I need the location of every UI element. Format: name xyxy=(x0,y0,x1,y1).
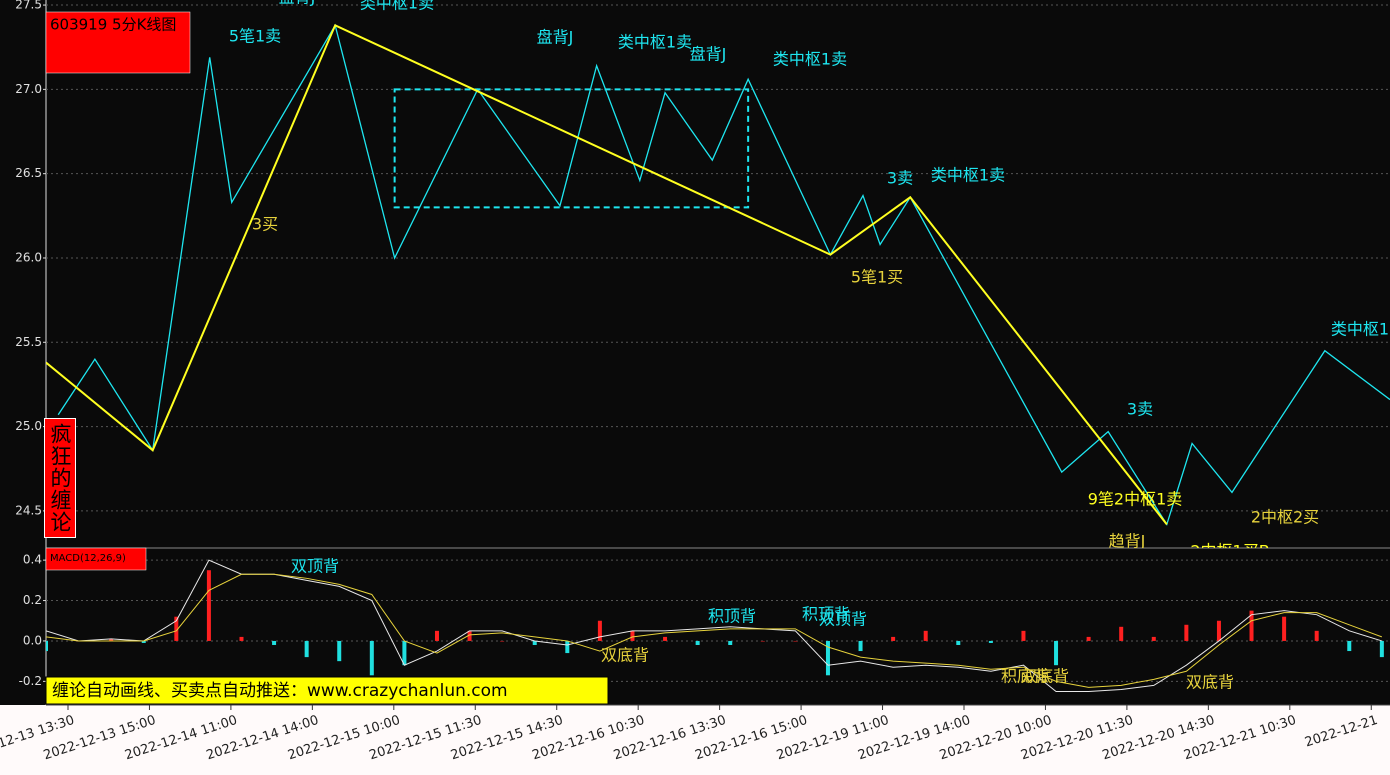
macd-bar xyxy=(1021,630,1026,641)
macd-bar xyxy=(1282,616,1287,641)
macd-bar xyxy=(858,640,863,652)
y-tick-label: 0.4 xyxy=(23,553,42,567)
annotation: 2中枢1买B xyxy=(1190,542,1269,561)
annotation: 类中枢1卖 xyxy=(360,0,434,13)
annotation: 3卖 xyxy=(887,169,913,188)
macd-bar xyxy=(760,640,765,642)
macd-bar xyxy=(304,640,309,658)
annotation: 积顶背 xyxy=(708,607,756,626)
macd-title: MACD(12,26,9) xyxy=(50,553,126,564)
x-tick-label: 2022-12-21 xyxy=(1303,713,1379,751)
annotation: 2中枢2买 xyxy=(1251,508,1319,527)
annotation: 盘背J xyxy=(279,0,316,7)
annotation: 9笔2中枢1卖 xyxy=(1088,490,1183,509)
annotation: 盘背J xyxy=(537,28,574,47)
macd-bar xyxy=(988,640,993,643)
macd-bar xyxy=(239,636,244,641)
macd-bar xyxy=(109,638,114,641)
macd-bar xyxy=(46,640,48,652)
macd-title-box xyxy=(45,547,147,571)
macd-bar xyxy=(956,640,961,645)
macd-bar xyxy=(1184,624,1189,641)
macd-bar xyxy=(174,616,179,641)
annotation: 盘背J xyxy=(690,45,727,64)
macd-bar xyxy=(923,630,928,641)
annotation: 趋背J xyxy=(1109,532,1146,551)
macd-bar xyxy=(206,570,211,641)
macd-bar xyxy=(793,640,798,642)
y-tick-label: 27.0 xyxy=(15,82,42,96)
macd-bar xyxy=(434,630,439,641)
annotation: 双底背 xyxy=(1021,667,1069,686)
macd-bar xyxy=(141,640,146,643)
y-tick-label: 25.5 xyxy=(15,335,42,349)
annotation: 双顶背 xyxy=(291,557,339,576)
y-tick-label: -0.2 xyxy=(19,674,42,688)
macd-bar xyxy=(1086,636,1091,641)
macd-bar xyxy=(1347,640,1352,652)
y-tick-label: 0.0 xyxy=(23,633,42,647)
macd-bar xyxy=(272,640,277,645)
macd-bar xyxy=(1314,630,1319,641)
macd-bar xyxy=(597,620,602,641)
series-line xyxy=(46,23,1168,526)
annotation: 类中枢1卖 xyxy=(773,50,847,69)
macd-bar xyxy=(1379,640,1384,658)
annotation: 积顶背 xyxy=(802,605,850,624)
annotation: 积底背 xyxy=(1001,667,1049,686)
macd-bar xyxy=(728,640,733,645)
y-tick-label: 26.5 xyxy=(15,166,42,180)
macd-bar xyxy=(1054,640,1059,666)
y-tick-label: 27.5 xyxy=(15,0,42,12)
macd-bar xyxy=(695,640,700,645)
macd-bar xyxy=(500,640,505,642)
macd-bar xyxy=(1119,626,1124,641)
macd-bar xyxy=(630,630,635,641)
annotation: 类中枢1卖 xyxy=(618,33,692,52)
price-panel: 5笔1卖盘背J类中枢1卖盘背J类中枢1卖盘背J类中枢1卖3卖类中枢1卖3卖类中枢… xyxy=(46,0,1390,561)
annotation: 5笔1卖 xyxy=(229,27,281,46)
side-label: 疯狂的缠论 xyxy=(44,418,76,538)
annotation: 类中枢1卖 xyxy=(931,166,1005,185)
pivot-box xyxy=(393,88,750,209)
annotation: 类中枢1卖 xyxy=(1331,320,1390,339)
annotation: 5笔1买 xyxy=(851,268,903,287)
macd-bar xyxy=(402,640,407,666)
series-line xyxy=(46,573,1383,688)
macd-bar xyxy=(1151,636,1156,641)
macd-bar xyxy=(1216,620,1221,641)
annotation: 双顶背 xyxy=(819,610,867,629)
macd-bar xyxy=(337,640,342,662)
macd-bar xyxy=(565,640,570,654)
y-tick-label: 0.2 xyxy=(23,593,42,607)
macd-bar xyxy=(467,630,472,641)
title-box xyxy=(45,11,191,74)
macd-bar xyxy=(532,640,537,645)
banner-box xyxy=(45,676,609,705)
macd-bar xyxy=(663,636,668,641)
y-tick-label: 25.0 xyxy=(15,419,42,433)
macd-bar xyxy=(1249,610,1254,641)
annotation: 3买 xyxy=(252,215,278,234)
banner: 缠论自动画线、买卖点自动推送：www.crazychanlun.com xyxy=(52,681,508,701)
chart-title: 603919 5分K线图 xyxy=(50,16,176,34)
macd-bar xyxy=(369,640,374,676)
macd-bar xyxy=(825,640,830,676)
annotation: 3卖 xyxy=(1127,400,1153,419)
macd-bar xyxy=(891,636,896,641)
y-tick-label: 24.5 xyxy=(15,503,42,517)
y-tick-label: 26.0 xyxy=(15,250,42,264)
background xyxy=(0,0,1390,705)
annotation: 双底背 xyxy=(1186,673,1234,692)
annotation: 双底背 xyxy=(601,646,649,665)
